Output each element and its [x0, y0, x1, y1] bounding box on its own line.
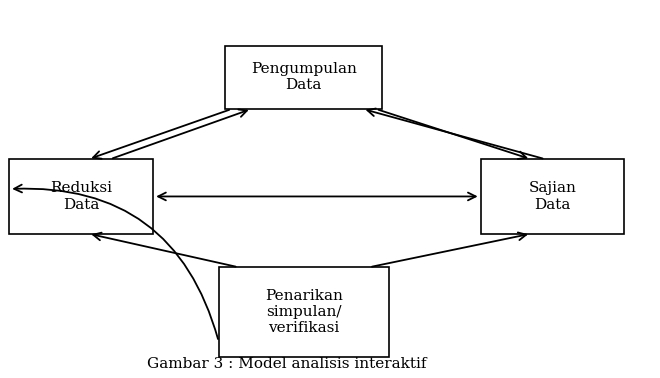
FancyBboxPatch shape — [9, 159, 153, 234]
FancyBboxPatch shape — [480, 159, 624, 234]
Text: Penarikan
simpulan/
verifikasi: Penarikan simpulan/ verifikasi — [265, 289, 343, 335]
Text: Sajian
Data: Sajian Data — [529, 181, 576, 212]
Text: Reduksi
Data: Reduksi Data — [50, 181, 112, 212]
Text: Gambar 3 : Model analisis interaktif: Gambar 3 : Model analisis interaktif — [147, 358, 426, 372]
FancyBboxPatch shape — [218, 267, 389, 356]
Text: Pengumpulan
Data: Pengumpulan Data — [251, 62, 357, 92]
FancyBboxPatch shape — [225, 46, 382, 109]
